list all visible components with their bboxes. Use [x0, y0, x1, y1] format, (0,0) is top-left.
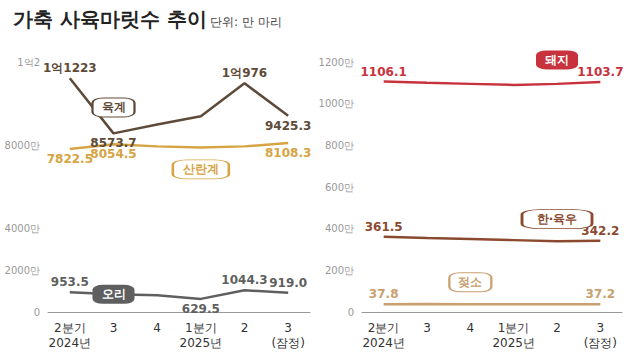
svg-text:2: 2	[241, 321, 249, 335]
svg-text:37.2: 37.2	[586, 287, 616, 301]
svg-text:629.5: 629.5	[182, 302, 220, 316]
svg-text:4: 4	[467, 321, 475, 335]
svg-text:가축 사육마릿수 추이: 가축 사육마릿수 추이	[13, 7, 207, 31]
svg-text:산란계: 산란계	[183, 162, 219, 176]
svg-text:919.0: 919.0	[269, 276, 307, 290]
svg-text:1044.3: 1044.3	[221, 273, 267, 287]
svg-text:2000만: 2000만	[5, 265, 40, 276]
svg-text:1103.7: 1103.7	[577, 65, 623, 79]
svg-text:2: 2	[553, 321, 561, 335]
svg-text:육계: 육계	[102, 100, 126, 114]
svg-text:4: 4	[153, 321, 161, 335]
svg-text:(잠정): (잠정)	[584, 336, 617, 350]
svg-text:2025년: 2025년	[492, 336, 535, 350]
svg-text:(잠정): (잠정)	[271, 336, 304, 350]
svg-text:400만: 400만	[325, 223, 354, 234]
svg-text:1억2: 1억2	[17, 57, 40, 68]
svg-text:1106.1: 1106.1	[361, 65, 407, 79]
svg-text:2025년: 2025년	[180, 336, 223, 350]
svg-text:7822.5: 7822.5	[47, 152, 93, 166]
svg-text:1억1223: 1억1223	[43, 61, 97, 75]
svg-text:1분기: 1분기	[498, 321, 530, 335]
svg-text:342.2: 342.2	[581, 223, 620, 238]
svg-text:8573.7: 8573.7	[90, 136, 137, 151]
svg-text:953.5: 953.5	[51, 275, 89, 289]
svg-text:2분기: 2분기	[368, 321, 400, 335]
svg-text:3: 3	[284, 321, 292, 335]
svg-text:한·육우: 한·육우	[537, 212, 578, 226]
svg-text:800만: 800만	[325, 140, 354, 151]
svg-text:200만: 200만	[325, 265, 354, 276]
svg-text:600만: 600만	[325, 182, 354, 193]
svg-text:오리: 오리	[102, 287, 126, 301]
svg-text:젖소: 젖소	[458, 275, 482, 289]
svg-text:9425.3: 9425.3	[265, 119, 311, 133]
svg-text:37.8: 37.8	[369, 287, 399, 301]
svg-text:3: 3	[423, 321, 431, 335]
svg-text:8000만: 8000만	[5, 140, 40, 151]
svg-text:1000만: 1000만	[319, 98, 354, 109]
svg-text:단위: 만 마리: 단위: 만 마리	[210, 15, 282, 29]
svg-text:3: 3	[597, 321, 605, 335]
svg-text:361.5: 361.5	[365, 220, 403, 234]
svg-text:3: 3	[110, 321, 118, 335]
svg-text:2024년: 2024년	[49, 336, 92, 350]
svg-text:8054.5: 8054.5	[90, 147, 136, 161]
svg-text:2분기: 2분기	[54, 321, 86, 335]
svg-text:1억976: 1억976	[222, 66, 267, 80]
svg-text:8108.3: 8108.3	[265, 146, 311, 160]
svg-text:0: 0	[34, 307, 40, 318]
svg-text:2024년: 2024년	[362, 336, 405, 350]
svg-text:1200만: 1200만	[319, 57, 354, 68]
svg-text:0: 0	[348, 307, 354, 318]
svg-text:1분기: 1분기	[185, 321, 217, 335]
svg-text:돼지: 돼지	[545, 53, 569, 67]
svg-text:4000만: 4000만	[5, 223, 40, 234]
